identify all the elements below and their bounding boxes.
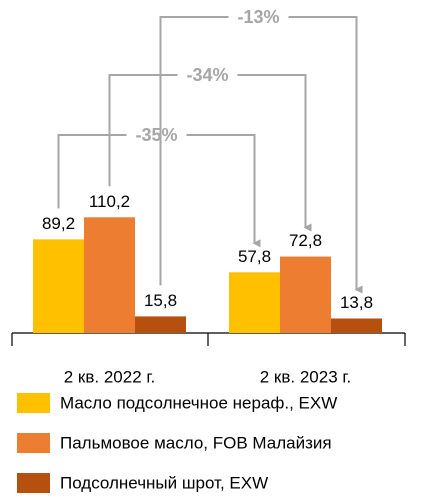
annotation-bg — [228, 5, 289, 29]
legend-label: Масло подсолнечное нераф., EXW — [60, 393, 337, 412]
legend-swatch — [17, 393, 50, 413]
change-arrow — [108, 74, 312, 232]
bar — [135, 316, 186, 333]
value-label: 57,8 — [238, 247, 271, 266]
annotation-bg — [177, 63, 238, 87]
legend-label: Подсолнечный шрот, EXW — [60, 473, 268, 492]
annotation: -13% — [237, 7, 279, 27]
legend-swatch — [17, 433, 50, 453]
annotation: -35% — [135, 125, 177, 145]
bar — [331, 318, 382, 333]
annotation-bg — [126, 123, 187, 147]
value-label: 15,8 — [144, 291, 177, 310]
x-tick-label: 2 кв. 2023 г. — [260, 367, 351, 386]
legend-label: Пальмовое масло, FOB Малайзия — [60, 433, 332, 452]
legend-swatch — [17, 473, 50, 493]
value-label: 89,2 — [42, 214, 75, 233]
value-label: 13,8 — [340, 293, 373, 312]
bar — [84, 217, 135, 333]
annotation: -34% — [186, 65, 228, 85]
value-label: 72,8 — [289, 231, 322, 250]
value-label: 110,2 — [89, 192, 130, 211]
bar — [33, 239, 84, 333]
bar — [280, 256, 331, 333]
bar — [229, 272, 280, 333]
x-tick-label: 2 кв. 2022 г. — [64, 367, 155, 386]
